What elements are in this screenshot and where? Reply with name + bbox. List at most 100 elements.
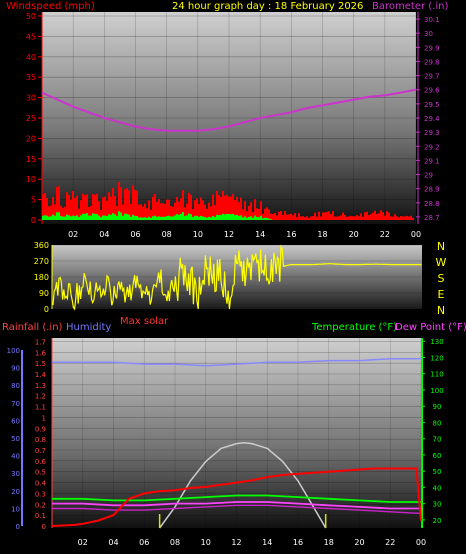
temperature-tick-label: 20	[433, 517, 442, 525]
rain-tick-label: 0.7	[35, 447, 46, 455]
rain-tick-label: 0.2	[35, 501, 46, 509]
page-title: 24 hour graph day : 18 February 2026	[172, 1, 363, 12]
time-tick-label: 22	[385, 538, 395, 547]
max-solar-line	[158, 441, 327, 529]
time-tick-label: 08	[170, 538, 180, 547]
barometer-axis-label: Barometer (.in)	[372, 1, 448, 12]
wind-tick-label: 35	[26, 73, 36, 82]
time-tick-label: 00	[416, 538, 426, 547]
rainfall-axis-label: Rainfall (.in)	[2, 322, 63, 333]
temperature-tick-label: 110	[430, 371, 443, 379]
rain-tick-label: 0.1	[35, 512, 46, 520]
dewpoint-axis-label: Dew Point (°F)	[395, 322, 466, 333]
barometer-tick-label: 29.3	[424, 129, 440, 137]
wind-grid	[38, 12, 420, 224]
barometer-tick-label: 30	[424, 30, 433, 38]
time-tick-label: 16	[286, 230, 296, 239]
barometer-tick-label: 30.1	[424, 16, 440, 24]
wind-tick-label: 25	[26, 114, 36, 123]
direction-tick-label: 180	[34, 273, 49, 282]
rain-tick-label: 0.5	[35, 469, 46, 477]
direction-line	[52, 244, 422, 311]
humidity-tick-label: 80	[11, 382, 20, 390]
time-tick-label: 04	[108, 538, 118, 547]
other-line	[52, 504, 422, 515]
humidity-tick-label: 50	[11, 435, 20, 443]
direction-tick-label: 270	[34, 257, 49, 266]
time-tick-label: 16	[293, 538, 303, 547]
rain-grid	[21, 338, 425, 528]
rain-tick-label: 0	[42, 523, 46, 531]
axis-labels: 5045403530252015105030.13029.929.829.729…	[7, 12, 447, 547]
wind-tick-label: 20	[26, 134, 36, 143]
barometer-tick-label: 29.9	[424, 44, 440, 52]
wind-series	[41, 88, 417, 220]
rain-tick-label: 1.6	[35, 349, 47, 357]
time-tick-label: 06	[139, 538, 149, 547]
rain-tick-label: 1.1	[35, 404, 46, 412]
barometer-tick-label: 29	[424, 172, 433, 180]
rain-tick-label: 1.5	[35, 360, 46, 368]
barometer-line	[41, 88, 417, 132]
humidity-axis-label: Humidity	[66, 322, 111, 333]
max-solar-label: Max solar	[120, 316, 169, 327]
time-tick-label: 14	[262, 538, 272, 547]
time-tick-label: 10	[201, 538, 211, 547]
barometer-tick-label: 29.4	[424, 115, 440, 123]
time-tick-label: 02	[78, 538, 88, 547]
direction-series	[52, 244, 422, 311]
humidity-tick-label: 10	[11, 505, 20, 513]
barometer-tick-label: 29.5	[424, 101, 440, 109]
barometer-tick-label: 28.7	[424, 214, 440, 222]
barometer-tick-label: 29.7	[424, 73, 440, 81]
wind-tick-label: 30	[26, 94, 36, 103]
direction-tick-label: 360	[34, 241, 49, 250]
dewpoint-line	[52, 501, 421, 510]
time-tick-label: 14	[255, 230, 265, 239]
rain-tick-label: 0.8	[35, 436, 46, 444]
time-tick-label: 10	[193, 230, 203, 239]
barometer-tick-label: 29.1	[424, 157, 440, 165]
humidity-tick-label: 20	[11, 488, 20, 496]
humidity-tick-label: 40	[11, 453, 20, 461]
wind-tick-label: 15	[26, 155, 36, 164]
compass-label: E	[438, 288, 445, 301]
rain-tick-label: 0.4	[35, 480, 47, 488]
time-tick-label: 18	[317, 230, 327, 239]
time-tick-label: 22	[380, 230, 390, 239]
wind-tick-label: 50	[26, 12, 36, 21]
time-tick-label: 06	[130, 230, 140, 239]
temperature-line	[52, 494, 421, 503]
direction-tick-label: 90	[39, 289, 49, 298]
rain-tick-label: 1.2	[35, 393, 46, 401]
wind-tick-label: 5	[31, 196, 36, 205]
rain-tick-label: 0.9	[35, 425, 46, 433]
barometer-tick-label: 29.8	[424, 58, 440, 66]
time-tick-label: 12	[231, 538, 241, 547]
humidity-tick-label: 0	[16, 523, 20, 531]
rain-tick-label: 1.3	[35, 382, 46, 390]
wind-tick-label: 0	[31, 216, 36, 225]
temperature-tick-label: 90	[433, 403, 442, 411]
temperature-tick-label: 120	[430, 354, 443, 362]
temperature-tick-label: 50	[433, 468, 442, 476]
time-tick-label: 20	[354, 538, 364, 547]
humidity-tick-label: 70	[11, 400, 20, 408]
humidity-tick-label: 90	[11, 365, 20, 373]
rain-tick-label: 1.7	[35, 338, 46, 346]
time-tick-label: 02	[68, 230, 78, 239]
barometer-tick-label: 28.8	[424, 200, 440, 208]
time-tick-label: 18	[324, 538, 334, 547]
rain-tick-label: 0.6	[35, 458, 47, 466]
direction-tick-label: 0	[44, 305, 49, 314]
rain-tick-label: 1.4	[35, 371, 47, 379]
temperature-tick-label: 70	[433, 436, 442, 444]
humidity-tick-label: 60	[11, 417, 20, 425]
temperature-tick-label: 40	[433, 484, 442, 492]
wind-tick-label: 10	[26, 175, 36, 184]
temperature-axis-label: Temperature (°F)	[311, 322, 397, 333]
humidity-tick-label: 100	[7, 347, 20, 355]
compass-label: W	[436, 256, 447, 269]
temperature-tick-label: 100	[430, 387, 443, 395]
